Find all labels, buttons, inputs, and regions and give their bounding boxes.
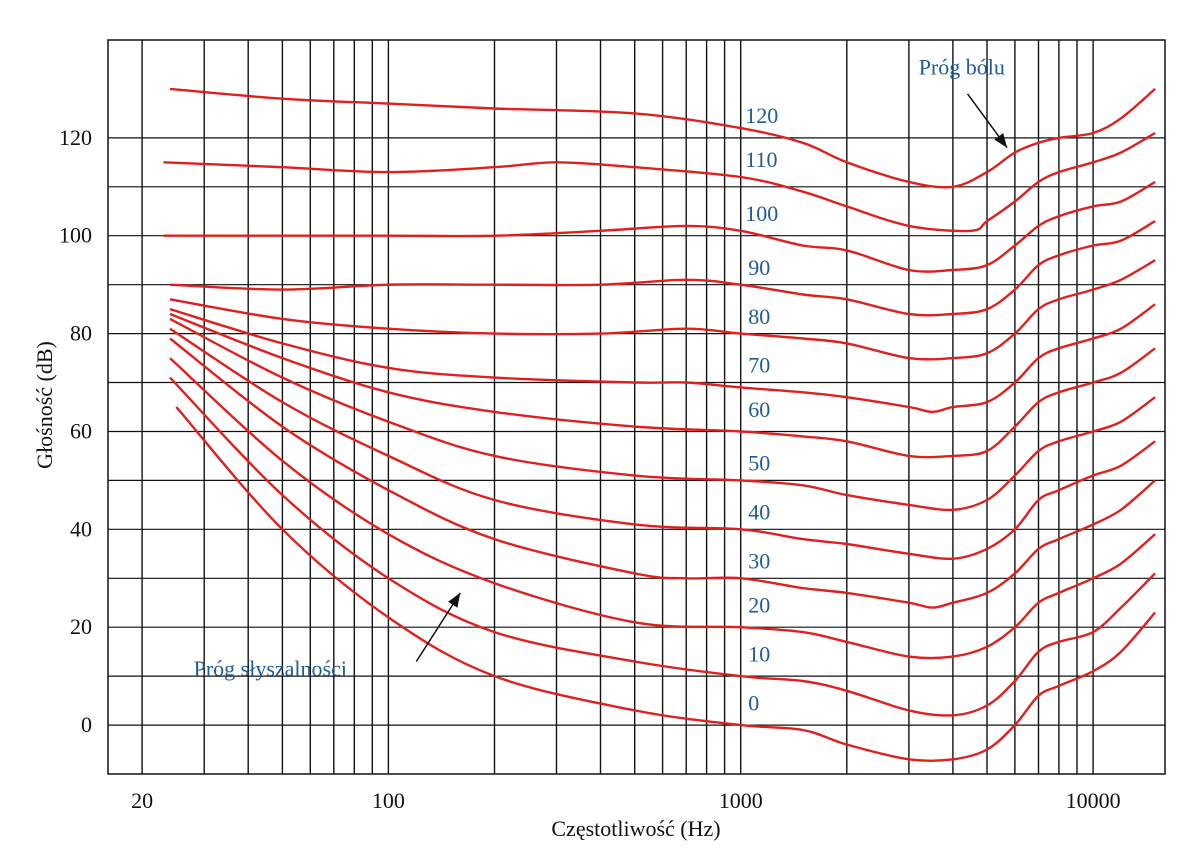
curve-label-120: 120: [745, 103, 778, 128]
loudness-curve-120: [169, 87, 1156, 189]
curve-label-50: 50: [748, 451, 770, 476]
loudness-curve-0: [175, 406, 1157, 763]
loudness-curve-40: [169, 327, 1156, 561]
loudness-curve-80: [169, 259, 1156, 361]
y-tick-label: 120: [59, 125, 92, 150]
annotation-arrow-head: [994, 133, 1008, 148]
y-tick-label: 80: [70, 321, 92, 346]
loudness-curve-20: [169, 357, 1156, 660]
curve-label-100: 100: [745, 201, 778, 226]
y-tick-label: 60: [70, 419, 92, 444]
curve-label-layer: 0 10 20 30 40 50 60 70 80 90 100 110 120: [745, 103, 778, 715]
hearing-threshold-label: Próg słyszalności: [194, 656, 347, 681]
annotation-arrow-head: [448, 592, 461, 608]
grid-layer: [108, 40, 1165, 774]
curve-label-10: 10: [748, 642, 770, 667]
annotation-layer: Próg słyszalności Próg bólu: [194, 54, 1008, 681]
loudness-curve-60: [169, 312, 1156, 459]
loudness-curve-10: [169, 376, 1156, 717]
loudness-curve-100: [163, 180, 1156, 273]
curve-label-60: 60: [748, 397, 770, 422]
x-axis-title: Częstotliwość (Hz): [551, 816, 720, 841]
loudness-curve-70: [169, 303, 1156, 414]
curve-label-110: 110: [745, 147, 777, 172]
loudness-curve-110: [163, 131, 1156, 233]
y-tick-label: 0: [81, 712, 92, 737]
y-tick-label: 40: [70, 516, 92, 541]
curve-label-90: 90: [748, 255, 770, 280]
x-tick-label: 10000: [1066, 788, 1121, 813]
pain-threshold-label: Próg bólu: [919, 54, 1005, 79]
loudness-curve-50: [169, 317, 1156, 512]
curve-label-40: 40: [748, 500, 770, 525]
y-axis-title: Głośność (dB): [32, 341, 57, 469]
loudness-curve-90: [169, 220, 1156, 317]
y-tick-label: 20: [70, 614, 92, 639]
curve-label-30: 30: [748, 549, 770, 574]
loudness-curve-30: [169, 337, 1156, 609]
curve-label-0: 0: [748, 690, 759, 715]
curve-label-70: 70: [748, 353, 770, 378]
plot-frame: [107, 39, 1166, 775]
x-tick-label: 20: [131, 788, 153, 813]
x-tick-label: 100: [372, 788, 405, 813]
curve-label-80: 80: [748, 304, 770, 329]
x-tick-label: 1000: [719, 788, 763, 813]
curve-layer: [163, 87, 1157, 763]
curve-label-20: 20: [748, 593, 770, 618]
y-tick-label: 100: [59, 223, 92, 248]
